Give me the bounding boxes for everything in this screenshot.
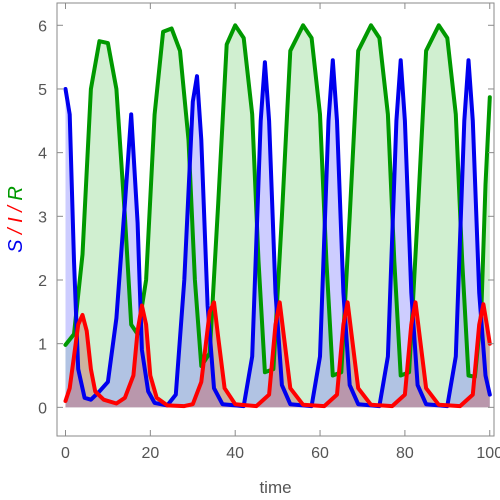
y-axis-title-part: / bbox=[5, 201, 27, 218]
plot-frame bbox=[56, 2, 495, 437]
series-S-line bbox=[63, 58, 492, 409]
y-axis-title-part: R bbox=[5, 186, 27, 200]
y-tick-label: 0 bbox=[38, 400, 47, 417]
x-tick-labels: 0 20 40 60 80 100 bbox=[61, 445, 500, 462]
x-tick-label: 100 bbox=[476, 445, 500, 462]
y-tick-label: 3 bbox=[38, 209, 47, 226]
y-tick-label: 5 bbox=[38, 82, 47, 99]
x-tick-label: 60 bbox=[311, 445, 329, 462]
y-tick-label: 4 bbox=[38, 146, 47, 163]
y-tick-labels: 0 1 2 3 4 5 6 bbox=[38, 18, 47, 417]
y-axis-title: S / I / R bbox=[5, 186, 27, 253]
y-axis-title-part: I bbox=[5, 217, 27, 223]
series-I-line bbox=[63, 300, 492, 409]
x-tick-label: 20 bbox=[141, 445, 159, 462]
series-I-area bbox=[65, 302, 490, 408]
x-tick-label: 0 bbox=[61, 445, 70, 462]
tick-marks bbox=[57, 3, 494, 436]
x-tick-label: 40 bbox=[226, 445, 244, 462]
y-axis-title-part: / bbox=[5, 223, 27, 240]
x-tick-label: 80 bbox=[396, 445, 414, 462]
x-axis-title: time bbox=[259, 478, 291, 497]
axes-frame bbox=[56, 2, 495, 437]
series-R-area bbox=[65, 25, 490, 408]
plot-area bbox=[63, 23, 492, 409]
y-tick-label: 6 bbox=[38, 18, 47, 35]
y-axis-title-part: S bbox=[5, 239, 27, 253]
y-tick-label: 2 bbox=[38, 273, 47, 290]
y-tick-label: 1 bbox=[38, 337, 47, 354]
